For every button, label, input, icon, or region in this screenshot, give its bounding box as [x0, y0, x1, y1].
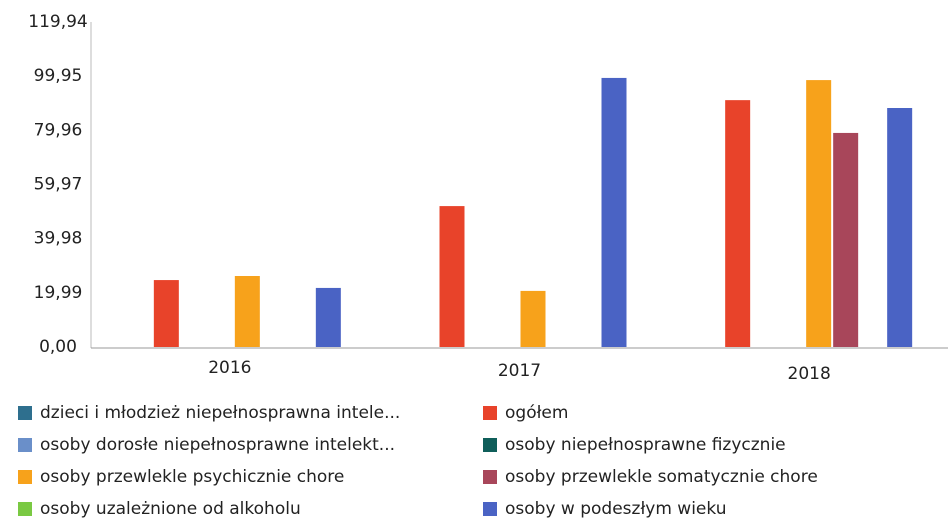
legend-swatch — [18, 438, 32, 452]
bar — [806, 80, 832, 348]
bar — [153, 280, 179, 347]
bar — [439, 206, 465, 347]
bar — [315, 287, 341, 347]
bar — [520, 290, 546, 347]
bar — [601, 77, 627, 347]
legend-swatch — [18, 406, 32, 420]
legend-label: osoby uzależnione od alkoholu — [40, 499, 301, 519]
legend-label: dzieci i młodzież niepełnosprawna intele… — [40, 403, 400, 423]
y-tick-label: 19,99 — [34, 283, 83, 303]
bar — [725, 100, 751, 348]
bar — [887, 108, 913, 348]
bar — [234, 276, 260, 347]
legend-label: osoby przewlekle somatycznie chore — [505, 467, 818, 487]
legend-swatch — [483, 502, 497, 516]
x-tick-label: 2018 — [788, 364, 831, 384]
legend-swatch — [483, 438, 497, 452]
legend-label: osoby dorosłe niepełnosprawne intelekt..… — [40, 435, 395, 455]
y-tick-label: 119,94 — [28, 12, 87, 32]
y-tick-label: 0,00 — [39, 337, 77, 357]
y-tick-label: 59,97 — [34, 175, 83, 195]
y-tick-label: 79,96 — [34, 120, 83, 140]
bar — [833, 132, 859, 347]
y-tick-label: 99,95 — [34, 66, 83, 86]
legend-label: osoby niepełnosprawne fizycznie — [505, 435, 786, 455]
legend-label: osoby w podeszłym wieku — [505, 499, 726, 519]
legend-swatch — [18, 470, 32, 484]
legend-swatch — [483, 406, 497, 420]
legend-label: ogółem — [505, 403, 568, 423]
y-tick-label: 39,98 — [34, 229, 83, 249]
x-tick-label: 2016 — [208, 358, 251, 378]
legend-swatch — [18, 502, 32, 516]
legend-swatch — [483, 470, 497, 484]
legend-label: osoby przewlekle psychicznie chore — [40, 467, 344, 487]
x-tick-label: 2017 — [498, 361, 541, 381]
